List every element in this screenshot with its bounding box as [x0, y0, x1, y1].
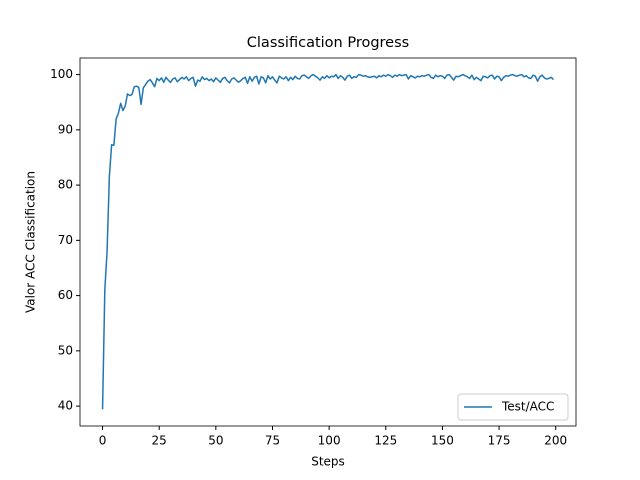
plot-frame — [79, 57, 577, 427]
x-tick-label: 150 — [431, 434, 454, 448]
x-axis-label: Steps — [311, 455, 345, 469]
x-tick-label: 50 — [208, 434, 223, 448]
chart-title: Classification Progress — [247, 35, 409, 51]
y-axis-label: Valor ACC Classification — [24, 171, 38, 313]
y-tick-label: 90 — [58, 122, 73, 136]
y-tick-label: 100 — [50, 67, 73, 81]
x-tick-label: 200 — [544, 434, 567, 448]
y-tick-label: 50 — [58, 343, 73, 357]
y-tick-label: 80 — [58, 178, 73, 192]
y-tick-label: 60 — [58, 288, 73, 302]
legend-label: Test/ACC — [501, 400, 554, 414]
x-tick-label: 175 — [488, 434, 511, 448]
legend-box — [457, 393, 569, 421]
y-tick-label: 40 — [58, 399, 73, 413]
line-series — [101, 73, 554, 410]
y-tick-label: 70 — [58, 233, 73, 247]
x-tick-label: 75 — [265, 434, 280, 448]
x-tick-label: 0 — [99, 434, 107, 448]
x-tick-label: 25 — [152, 434, 167, 448]
x-tick-label: 100 — [318, 434, 341, 448]
x-tick-label: 125 — [374, 434, 397, 448]
